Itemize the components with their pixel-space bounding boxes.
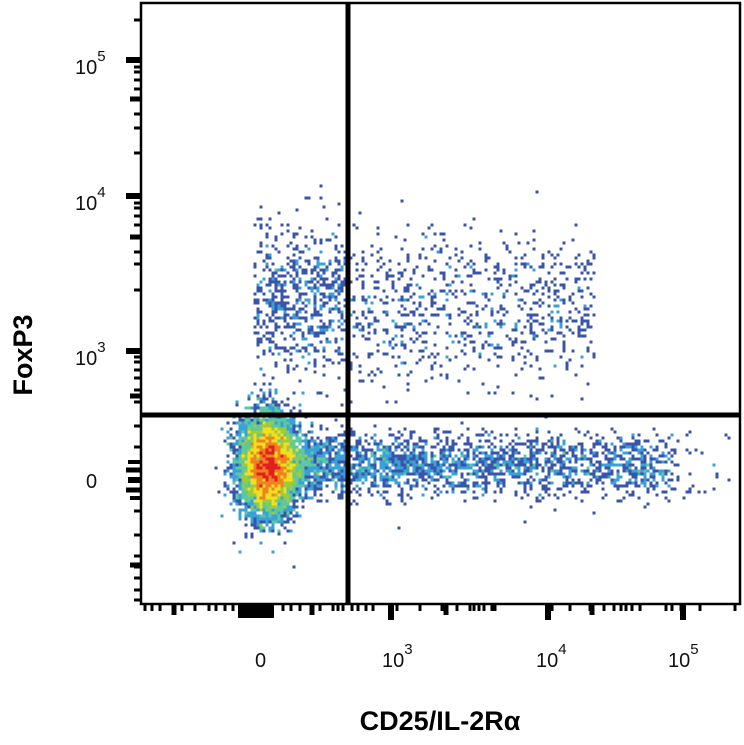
y-tick-label-1e5: 105 <box>75 48 106 79</box>
x-tick-label-1e4: 104 <box>536 641 567 672</box>
x-axis-title: CD25/IL-2Rα <box>360 706 521 736</box>
x-tick-label-1e3: 103 <box>382 641 413 672</box>
y-tick-label-1e3: 103 <box>75 339 106 370</box>
scatter-points <box>214 184 731 569</box>
y-axis-ticks <box>126 18 141 602</box>
y-axis-title: FoxP3 <box>8 314 38 395</box>
x-tick-labels: 0 103 104 105 <box>255 641 699 672</box>
y-tick-labels: 105 104 103 0 <box>75 48 106 493</box>
x-tick-label-0: 0 <box>255 650 266 672</box>
x-tick-label-1e5: 105 <box>668 641 699 672</box>
y-tick-label-0: 0 <box>86 471 97 493</box>
y-tick-label-1e4: 104 <box>75 184 106 215</box>
x-axis-ticks <box>143 604 737 620</box>
plot-frame <box>139 1 742 606</box>
